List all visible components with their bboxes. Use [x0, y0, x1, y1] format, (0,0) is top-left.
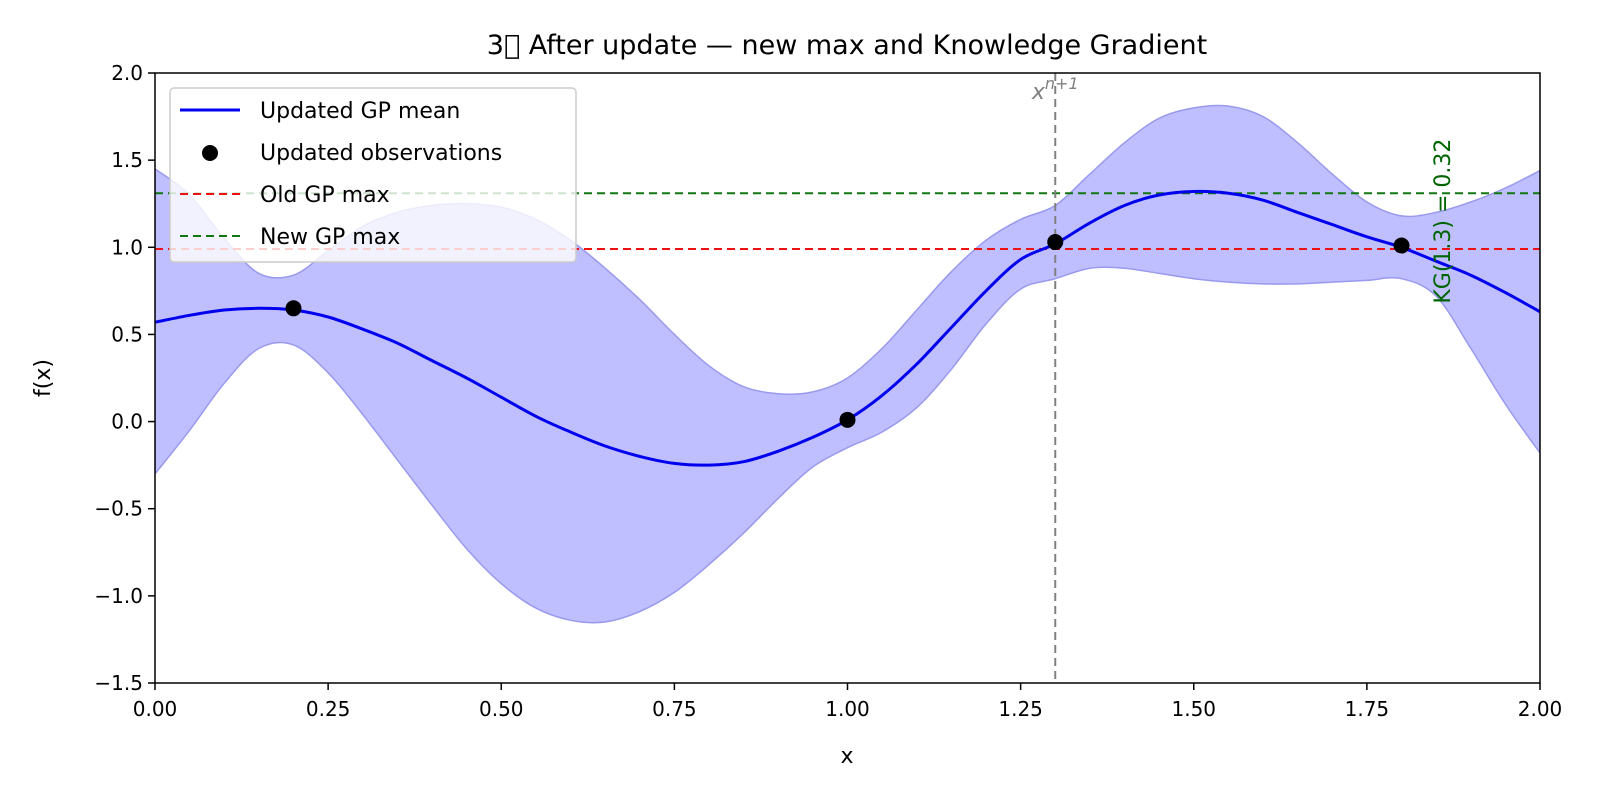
- next-sample-label: xn+1: [1031, 74, 1079, 105]
- kg-annotation: KG(1.3) = 0.32: [1431, 139, 1456, 304]
- x-tick-label: 1.25: [998, 697, 1043, 721]
- y-tick-label: 0.5: [111, 322, 143, 346]
- y-tick-label: −0.5: [94, 497, 143, 521]
- observation-point: [1393, 237, 1410, 254]
- y-tick-label: −1.5: [94, 671, 143, 695]
- x-tick-label: 1.75: [1345, 697, 1390, 721]
- y-tick-label: −1.0: [94, 584, 143, 608]
- legend-label-mean: Updated GP mean: [260, 99, 460, 124]
- x-tick-label: 0.25: [306, 697, 351, 721]
- observation-point: [839, 411, 856, 428]
- x-tick-label: 1.50: [1171, 697, 1216, 721]
- observation-point: [285, 300, 302, 317]
- legend-label-new-max: New GP max: [260, 225, 400, 250]
- legend-label-observations: Updated observations: [260, 141, 502, 166]
- legend-label-old-max: Old GP max: [260, 183, 390, 208]
- y-axis-title: f(x): [31, 359, 56, 397]
- y-tick-label: 1.5: [111, 148, 143, 172]
- legend: Updated GP mean Updated observations Old…: [169, 87, 577, 263]
- x-tick-label: 1.00: [825, 697, 870, 721]
- y-axis: −1.5 −1.0 −0.5 0.0 0.5 1.0 1.5 2.0: [94, 61, 155, 695]
- x-tick-label: 0.00: [133, 697, 178, 721]
- y-tick-label: 2.0: [111, 61, 143, 85]
- y-tick-label: 0.0: [111, 410, 143, 434]
- x-tick-label: 2.00: [1518, 697, 1563, 721]
- next-sample-label-base: x: [1031, 80, 1046, 105]
- x-tick-label: 0.75: [652, 697, 697, 721]
- x-axis-title: x: [840, 744, 853, 769]
- x-axis: 0.00 0.25 0.50 0.75 1.00 1.25 1.50 1.75 2.00: [133, 683, 1563, 721]
- next-sample-label-sup: n+1: [1045, 74, 1079, 93]
- observation-point: [1047, 234, 1064, 251]
- x-tick-label: 0.50: [479, 697, 524, 721]
- legend-box: [169, 87, 577, 263]
- observations: [285, 234, 1410, 428]
- chart-title: 3⃣ After update — new max and Knowledge …: [487, 30, 1207, 61]
- legend-swatch-observations: [202, 145, 218, 161]
- y-tick-label: 1.0: [111, 235, 143, 259]
